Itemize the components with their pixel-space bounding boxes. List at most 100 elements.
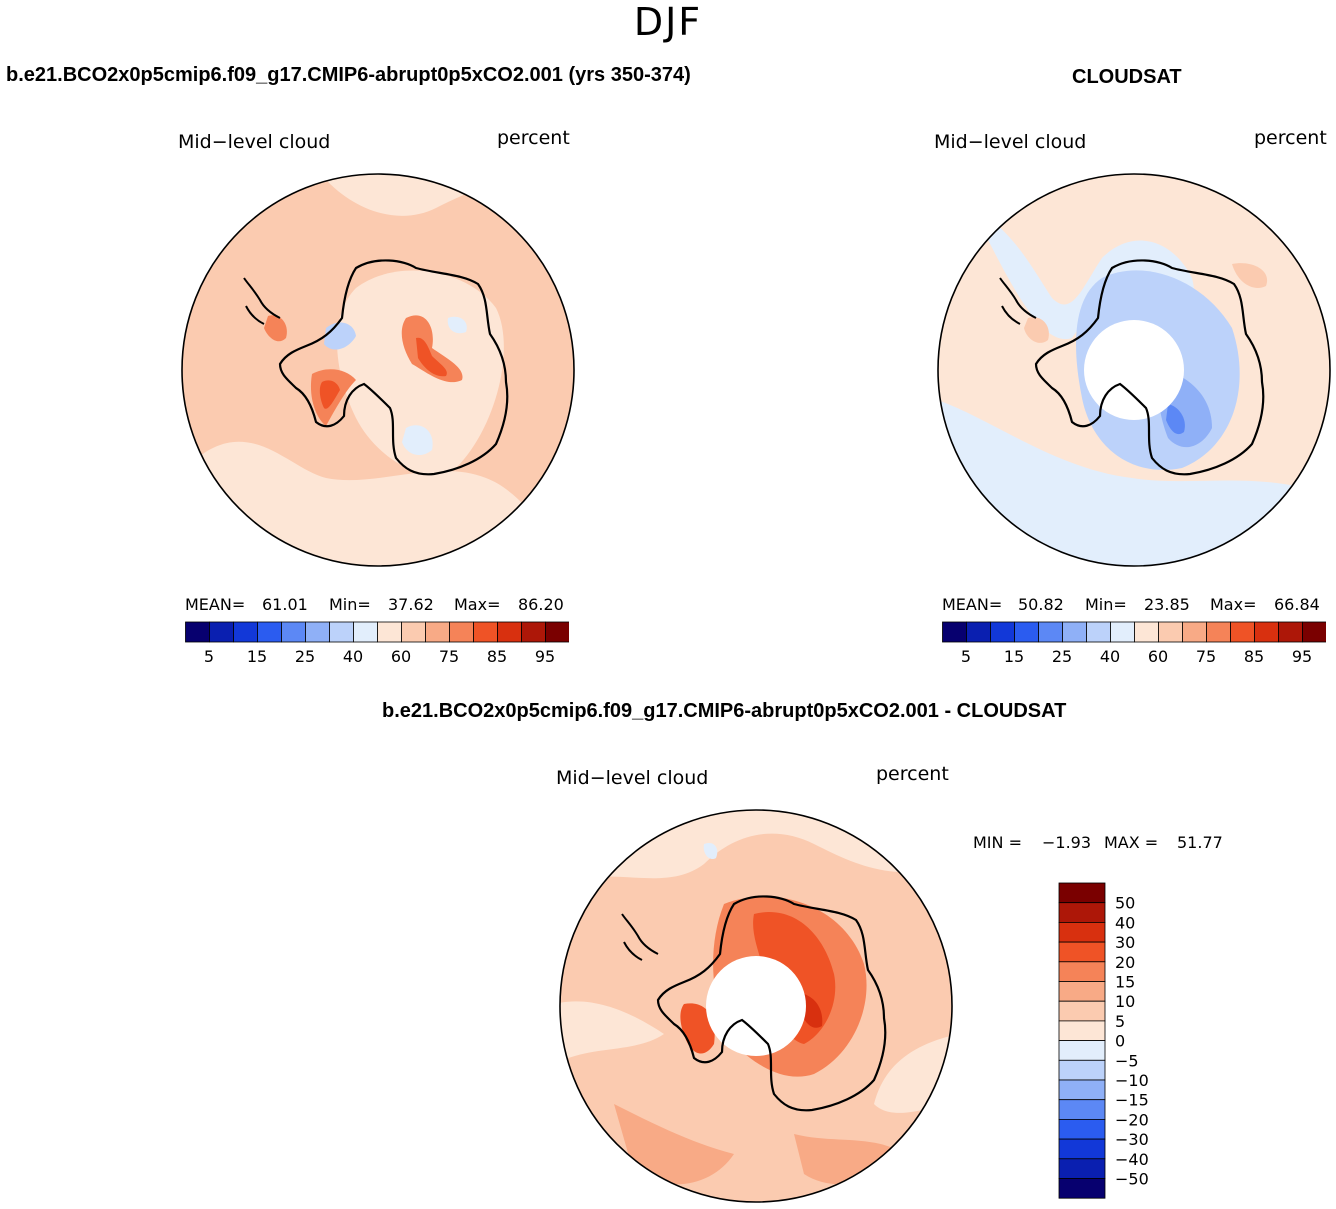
- colorbar-tick-label: 30: [1115, 933, 1135, 952]
- colorbar-tick-label: 40: [1100, 647, 1120, 666]
- colorbar-box: [1058, 1118, 1106, 1140]
- diff-field-small-neg: [703, 842, 718, 860]
- diff-polar-map: [559, 809, 953, 1203]
- obs-field-east-high: [1232, 263, 1268, 288]
- colorbar-tick-label: −50: [1115, 1170, 1149, 1189]
- colorbar-box: [329, 621, 354, 643]
- colorbar-box: [1254, 621, 1279, 643]
- colorbar-box: [1058, 1059, 1106, 1081]
- colorbar-box: [1058, 961, 1106, 982]
- colorbar-box: [1058, 1020, 1106, 1041]
- colorbar-tick-label: 25: [295, 647, 315, 666]
- colorbar-box: [1058, 1000, 1106, 1022]
- colorbar-box: [1058, 941, 1106, 963]
- colorbar-box: [1302, 621, 1326, 643]
- diff-variable-label: Mid−level cloud: [556, 767, 709, 789]
- diff-antarctica-coastline: [656, 895, 887, 1112]
- obs-polar-hole: [1084, 320, 1184, 420]
- colorbar-tick-label: 85: [1244, 647, 1264, 666]
- colorbar-tick-label: 25: [1052, 647, 1072, 666]
- model-field-low-south: [402, 425, 433, 456]
- colorbar-tick-label: −30: [1115, 1130, 1149, 1149]
- obs-field-north-band: [972, 208, 1194, 340]
- colorbar-tick-label: 95: [535, 647, 555, 666]
- colorbar-box: [1058, 922, 1106, 943]
- diff-max-value: 51.77: [1177, 833, 1223, 852]
- obs-peninsula-coastline: [999, 277, 1037, 325]
- obs-field-south-band: [938, 398, 1330, 566]
- model-max-label: Max=: [454, 595, 501, 614]
- colorbar-box: [377, 621, 402, 643]
- colorbar-box: [1058, 1079, 1106, 1101]
- obs-min-value: 23.85: [1144, 595, 1190, 614]
- diff-min-label: MIN =: [973, 833, 1022, 852]
- model-max-value: 86.20: [518, 595, 564, 614]
- model-peninsula-coastline: [243, 277, 281, 325]
- colorbar-box: [942, 621, 967, 643]
- colorbar-box: [1038, 621, 1063, 643]
- colorbar-tick-label: 0: [1115, 1032, 1125, 1051]
- model-mean-label: MEAN=: [185, 595, 246, 614]
- colorbar-tick-label: 75: [439, 647, 459, 666]
- colorbar-tick-label: 75: [1196, 647, 1216, 666]
- model-mean-value: 61.01: [262, 595, 308, 614]
- colorbar-tick-label: 5: [204, 647, 214, 666]
- colorbar-box: [353, 621, 378, 643]
- obs-colorbar: 5 15 25 40 60 75 85 95: [942, 621, 1326, 666]
- colorbar-box: [966, 621, 991, 643]
- diff-min-value: −1.93: [1042, 833, 1092, 852]
- model-panel-title: b.e21.BCO2x0p5cmip6.f09_g17.CMIP6-abrupt…: [6, 64, 691, 86]
- colorbar-box: [1182, 621, 1207, 643]
- colorbar-box: [1058, 981, 1106, 1002]
- colorbar-tick-label: 40: [1115, 913, 1135, 932]
- obs-field-peninsula-high: [1024, 317, 1049, 343]
- colorbar-box: [1058, 1158, 1106, 1179]
- colorbar-tick-label: −20: [1115, 1110, 1149, 1129]
- colorbar-box: [1278, 621, 1303, 643]
- diff-polar-hole: [706, 956, 806, 1056]
- colorbar-tick-label: 60: [391, 647, 411, 666]
- colorbar-tick-label: 15: [1004, 647, 1024, 666]
- colorbar-box: [401, 621, 426, 643]
- obs-field-low-center: [1166, 404, 1185, 435]
- colorbar-tick-label: 15: [247, 647, 267, 666]
- model-field-peak-ross-core: [319, 380, 340, 409]
- model-min-value: 37.62: [388, 595, 434, 614]
- colorbar-box: [233, 621, 258, 643]
- colorbar-tick-label: −5: [1115, 1051, 1139, 1070]
- colorbar-box: [185, 621, 210, 643]
- model-field-peak-east-core: [416, 337, 447, 377]
- colorbar-tick-label: −10: [1115, 1071, 1149, 1090]
- model-field-peak-peninsula: [264, 315, 287, 342]
- obs-units-label: percent: [1254, 127, 1327, 149]
- colorbar-box: [1014, 621, 1039, 643]
- colorbar-box: [1058, 1178, 1106, 1199]
- colorbar-box: [1230, 621, 1255, 643]
- colorbar-box: [1058, 1040, 1106, 1061]
- model-field-low-east: [447, 316, 467, 334]
- obs-mean-label: MEAN=: [942, 595, 1003, 614]
- colorbar-box: [1058, 902, 1106, 923]
- colorbar-tick-label: 10: [1115, 992, 1135, 1011]
- obs-min-label: Min=: [1085, 595, 1127, 614]
- colorbar-tick-label: 20: [1115, 953, 1135, 972]
- model-colorbar: 5 15 25 40 60 75 85 95: [185, 621, 569, 666]
- model-min-label: Min=: [329, 595, 371, 614]
- obs-polar-map: [937, 173, 1331, 567]
- colorbar-tick-label: 85: [487, 647, 507, 666]
- colorbar-tick-label: 40: [343, 647, 363, 666]
- colorbar-box: [449, 621, 474, 643]
- colorbar-box: [1062, 621, 1087, 643]
- model-variable-label: Mid−level cloud: [178, 131, 331, 153]
- colorbar-tick-label: 60: [1148, 647, 1168, 666]
- colorbar-tick-label: −15: [1115, 1091, 1149, 1110]
- colorbar-box: [1086, 621, 1111, 643]
- diff-peninsula-coastline: [621, 913, 659, 961]
- colorbar-box: [257, 621, 282, 643]
- obs-antarctica-coastline: [1034, 259, 1265, 476]
- obs-variable-label: Mid−level cloud: [934, 131, 1087, 153]
- model-antarctica-coastline: [278, 259, 509, 476]
- colorbar-box: [209, 621, 234, 643]
- model-units-label: percent: [497, 127, 570, 149]
